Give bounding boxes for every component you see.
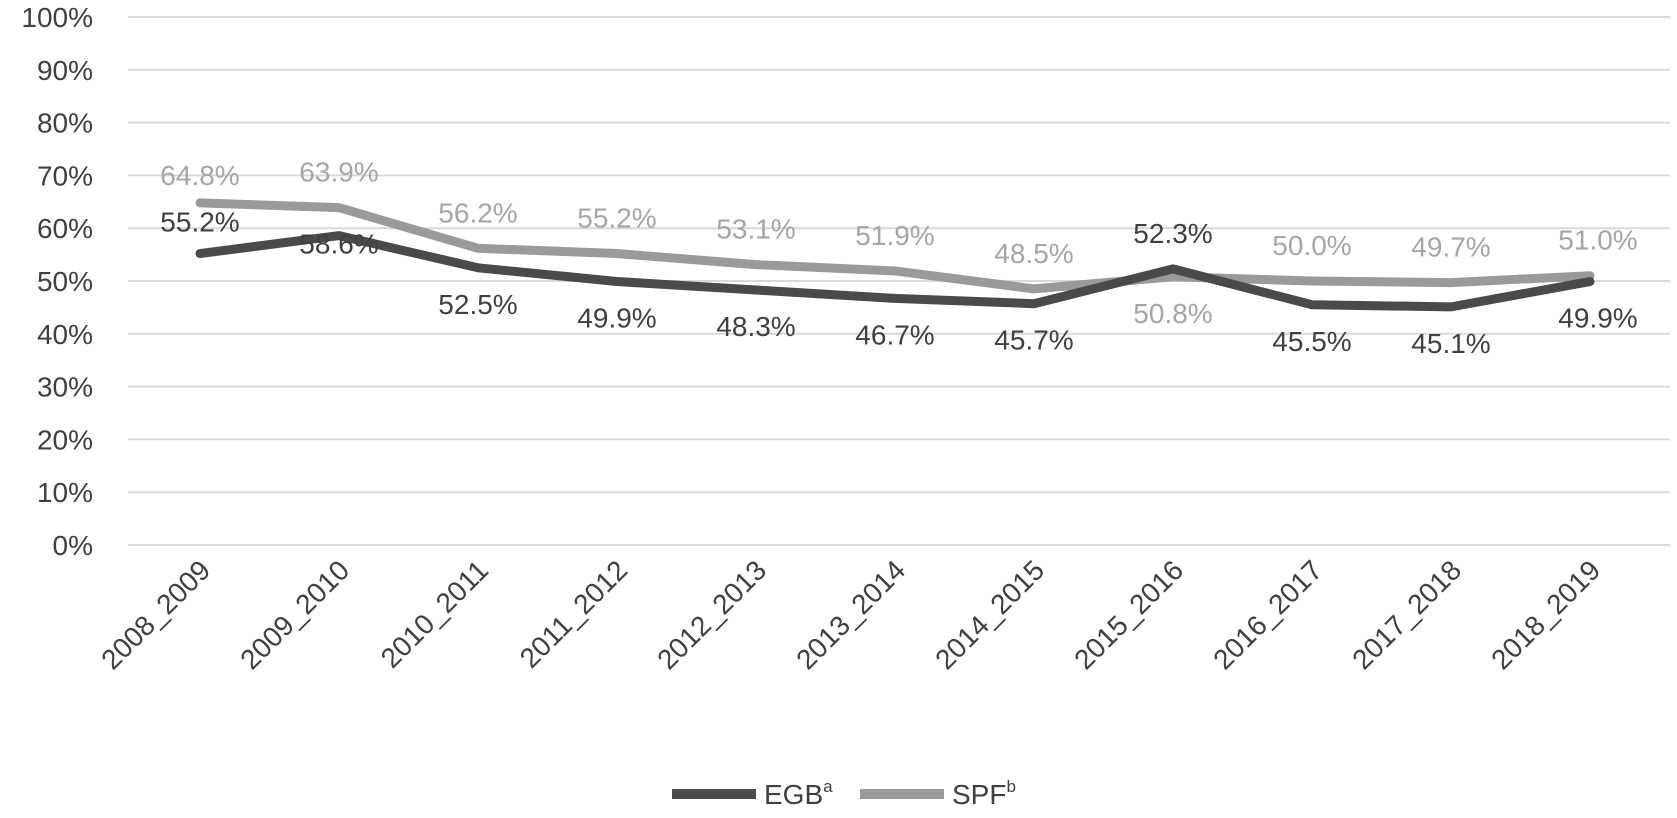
x-category-label: 2018_2019 [1485, 554, 1606, 675]
y-tick-label: 40% [37, 319, 93, 350]
data-label-egb: 52.5% [438, 289, 517, 320]
x-axis-categories: 2008_2009 2009_2010 2010_2011 2011_2012 2012… [95, 554, 1606, 675]
x-category-label: 2010_2011 [375, 554, 495, 674]
y-tick-label: 10% [37, 477, 93, 508]
data-label-spf: 63.9% [299, 157, 378, 188]
data-label-spf: 48.5% [994, 238, 1073, 269]
data-label-egb: 55.2% [160, 207, 239, 238]
y-tick-label: 50% [37, 266, 93, 297]
data-label-spf: 49.7% [1411, 232, 1490, 263]
data-label-spf: 50.8% [1133, 298, 1212, 329]
y-tick-label: 100% [21, 2, 93, 33]
data-labels: 55.2% 58.6% 52.5% 49.9% 48.3% 46.7% 45.7% 52.3%… [160, 157, 1637, 359]
legend-label-egb: EGBa [764, 777, 833, 810]
x-category-label: 2017_2018 [1346, 554, 1467, 675]
y-axis-ticks: 0% 10% 20% 30% 40% 50% 60% 70% 80% 90% 100% [21, 2, 93, 561]
y-tick-label: 70% [37, 160, 93, 191]
data-label-spf: 50.0% [1272, 230, 1351, 261]
x-category-label: 2016_2017 [1207, 554, 1328, 675]
y-tick-label: 80% [37, 108, 93, 139]
data-label-egb: 45.7% [994, 325, 1073, 356]
legend-label-spf: SPFb [952, 777, 1016, 810]
y-tick-label: 20% [37, 424, 93, 455]
data-label-spf: 64.8% [160, 160, 239, 191]
series-line-spf [195, 198, 1595, 294]
data-label-spf: 56.2% [438, 197, 517, 228]
series-line-egb [195, 231, 1595, 312]
data-label-egb: 45.5% [1272, 326, 1351, 357]
legend: EGBa SPFb [672, 777, 1016, 810]
x-category-label: 2009_2010 [234, 554, 355, 675]
y-tick-label: 0% [53, 530, 93, 561]
data-label-egb: 45.1% [1411, 328, 1490, 359]
data-label-egb: 49.9% [577, 303, 656, 334]
data-label-egb: 46.7% [855, 319, 934, 350]
x-category-label: 2014_2015 [929, 554, 1050, 675]
x-category-label: 2011_2012 [514, 554, 634, 674]
y-tick-label: 30% [37, 372, 93, 403]
x-category-label: 2015_2016 [1068, 554, 1189, 675]
x-category-label: 2008_2009 [95, 554, 216, 675]
data-label-egb: 52.3% [1133, 218, 1212, 249]
x-category-label: 2013_2014 [790, 554, 911, 675]
data-label-spf: 53.1% [716, 214, 795, 245]
series-lines [195, 198, 1595, 312]
x-category-label: 2012_2013 [651, 554, 772, 675]
gridlines [128, 16, 1670, 546]
data-label-spf: 55.2% [577, 203, 656, 234]
data-label-spf: 51.9% [855, 220, 934, 251]
data-label-egb: 49.9% [1558, 303, 1637, 334]
data-label-egb: 58.6% [299, 229, 378, 260]
data-label-egb: 48.3% [716, 311, 795, 342]
y-tick-label: 60% [37, 213, 93, 244]
y-tick-label: 90% [37, 55, 93, 86]
data-label-spf: 51.0% [1558, 225, 1637, 256]
